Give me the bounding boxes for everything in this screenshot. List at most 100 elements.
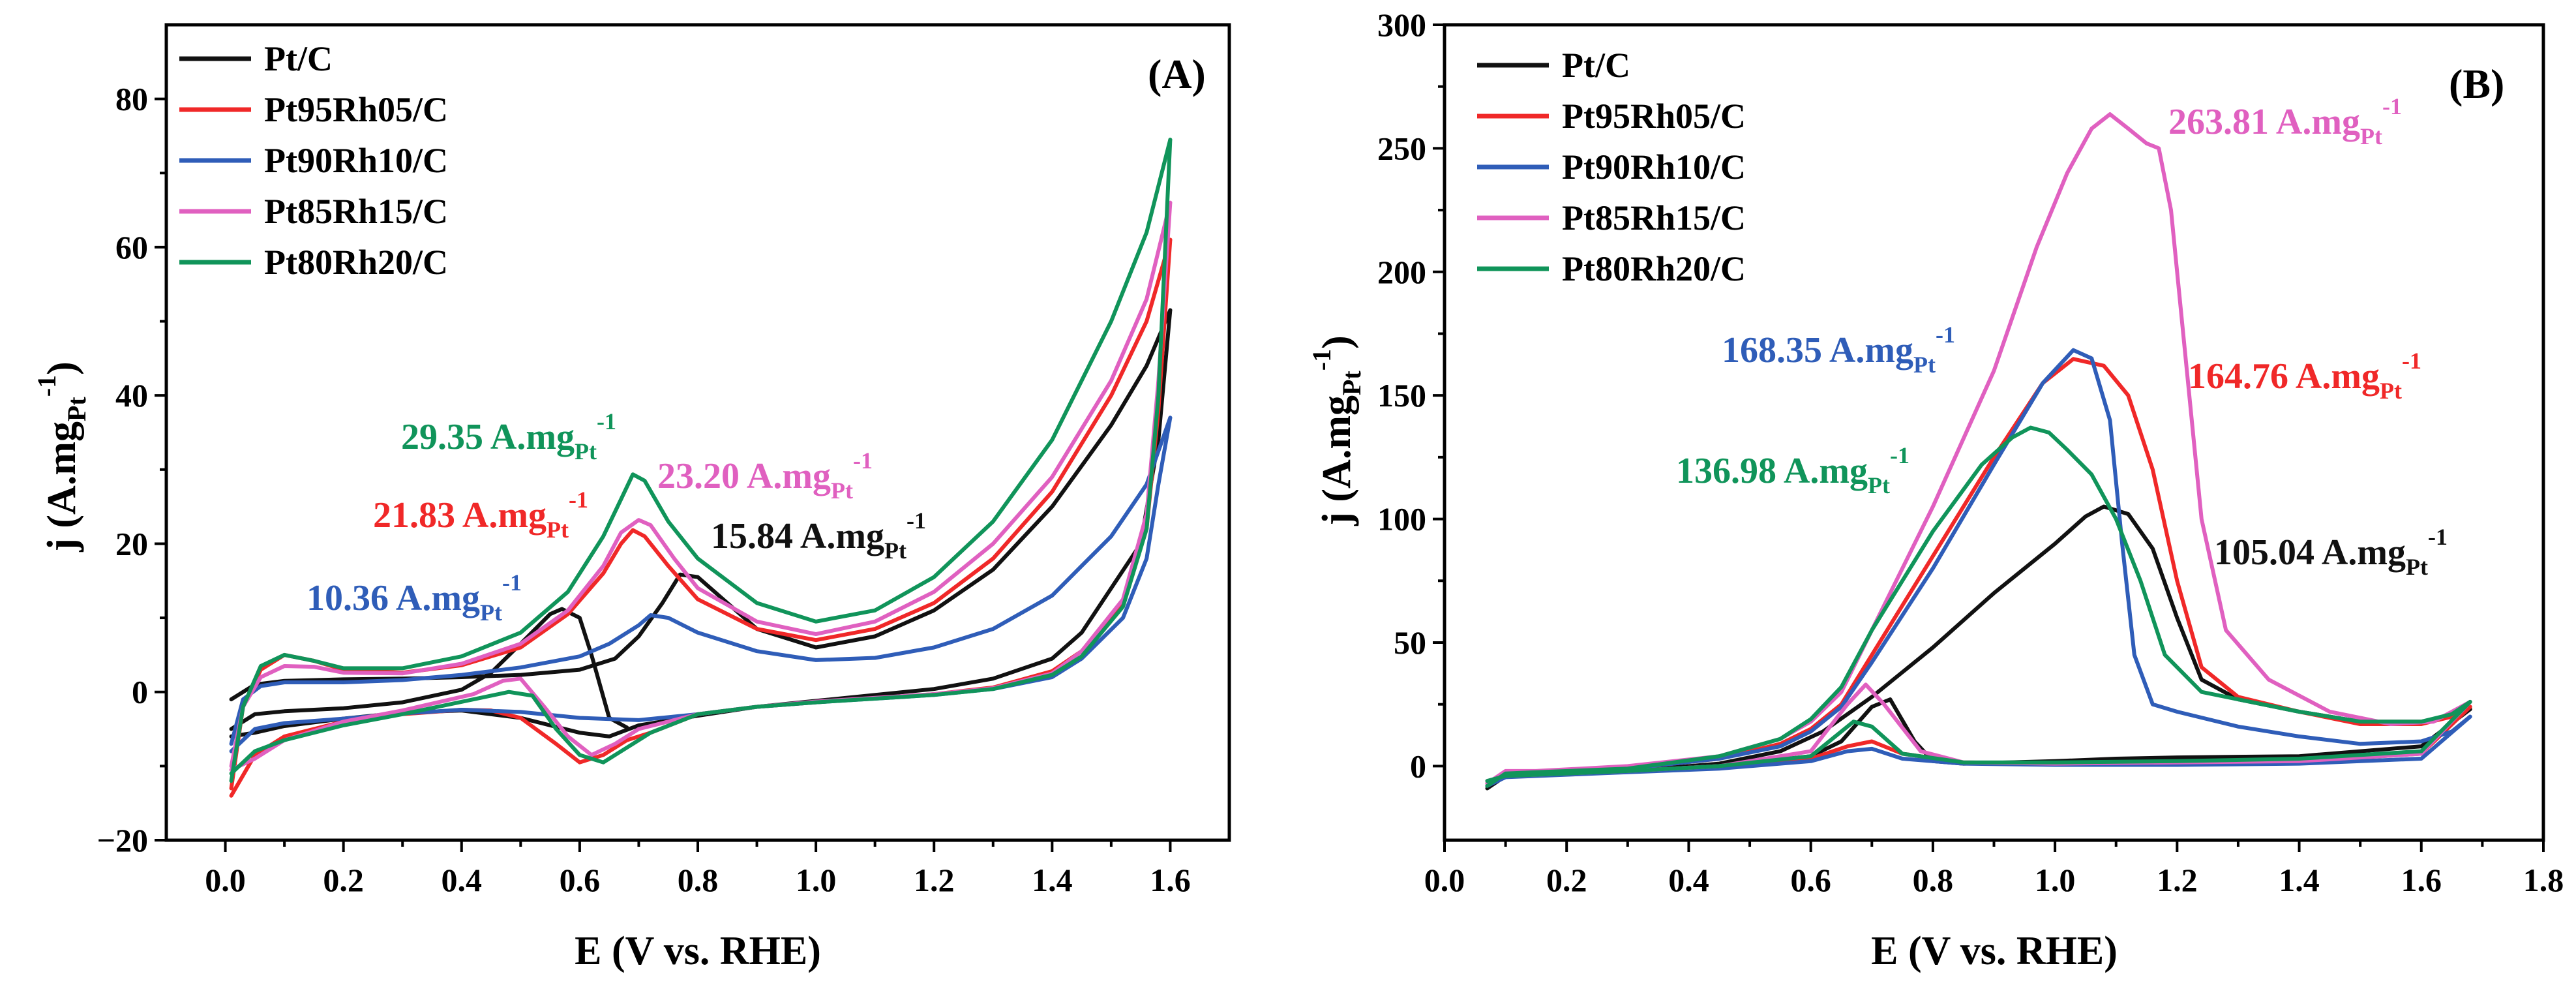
panel-b-y-ticks: 0 50 100 150 200 250 300	[1377, 7, 1445, 784]
panel-a-x-tick-label: 0.2	[323, 862, 364, 898]
panel-b-annotation-pt-c: 105.04 A.mgPt-1	[2214, 524, 2448, 580]
panel-b-legend-label-pt80rh20: Pt80Rh20/C	[1562, 249, 1746, 288]
panel-a-series-group	[229, 138, 1173, 798]
panel-a-annotation-pt95rh05-value: 21.83	[373, 495, 455, 536]
panel-a-x-ticks: 0.0 0.2 0.4 0.6 0.8 1.0 1.2 1.4 1.6	[205, 840, 1191, 898]
panel-b-annotation-pt90rh10-unit: A.mg	[1822, 330, 1913, 371]
panel-a-legend-label-pt-c: Pt/C	[264, 39, 333, 78]
panel-a-x-axis-title: E (V vs. RHE)	[575, 929, 821, 973]
panel-b-y-tick-label: 50	[1394, 624, 1426, 661]
panel-a-y-tick-label: 80	[115, 81, 148, 117]
panel-b-annotation-pt80rh20-unit: A.mg	[1776, 451, 1868, 491]
panel-b-annotation-pt-c-sup: -1	[2428, 524, 2448, 550]
panel-a-legend-label-pt90rh10: Pt90Rh10/C	[264, 141, 448, 180]
panel-a-x-tick-label: 0.4	[442, 862, 483, 898]
panel-b-y-tick-label: 250	[1377, 130, 1426, 166]
panel-a-series-pt85rh15-c-forward	[229, 200, 1173, 768]
panel-a-x-tick-label: 1.2	[914, 862, 955, 898]
panel-a-y-tick-label: 0	[132, 674, 148, 710]
panel-b-y-tick-label: 300	[1377, 7, 1426, 43]
panel-a-x-tick-label: 1.0	[796, 862, 837, 898]
panel-a-x-tick-label: 0.6	[560, 862, 601, 898]
panel-a-y-axis-title-sup: -1	[32, 375, 61, 397]
panel-a-series-pt80rh20-c-backward	[229, 138, 1173, 776]
panel-b-annotation-pt85rh15-value: 263.81	[2168, 102, 2269, 142]
panel-a-annotation-pt95rh05: 21.83 A.mgPt-1	[373, 487, 588, 543]
panel-b-legend: Pt/C Pt95Rh05/C Pt90Rh10/C Pt85Rh15/C Pt…	[1477, 46, 1746, 288]
panel-a-series-pt90rh10-c-forward	[229, 416, 1173, 746]
panel-b-x-tick-label: 1.2	[2157, 862, 2198, 898]
panel-b-y-tick-label: 150	[1377, 377, 1426, 414]
panel-b-legend-label-pt-c: Pt/C	[1562, 46, 1630, 85]
panel-b-chart: 0.0 0.2 0.4 0.6 0.8 1.0 1.2 1.4 1.6 1.8 0 50 100 150…	[1307, 7, 2564, 973]
panel-b-x-ticks: 0.0 0.2 0.4 0.6 0.8 1.0 1.2 1.4 1.6 1.8	[1424, 840, 2564, 898]
panel-b-series-pt80rh20-c-backward	[1485, 699, 2472, 783]
panel-a-x-tick-label: 0.8	[678, 862, 719, 898]
panel-a-annotation-pt-c-sup: -1	[906, 508, 926, 534]
panel-b-annotation-pt90rh10-sup: -1	[1936, 322, 1955, 348]
panel-b-series-pt90rh10-c-backward	[1485, 714, 2472, 788]
panel-b-y-axis-title-sup: -1	[1307, 349, 1336, 371]
panel-a-legend-label-pt80rh20: Pt80Rh20/C	[264, 243, 448, 282]
panel-b-annotation-pt95rh05-sup: -1	[2402, 348, 2421, 374]
panel-a-annotation-pt95rh05-sub: Pt	[547, 517, 569, 543]
panel-b-annotation-pt95rh05-sub: Pt	[2380, 378, 2402, 404]
panel-a-series-pt-c-forward	[229, 607, 629, 731]
panel-a-x-tick-label: 1.6	[1150, 862, 1191, 898]
panel-b-legend-label-pt90rh10: Pt90Rh10/C	[1562, 147, 1746, 187]
panel-b-y-axis-title-main: j (A.mg	[1315, 395, 1359, 526]
panel-b-series-group	[1485, 112, 2472, 791]
panel-a-annotation-pt85rh15: 23.20 A.mgPt-1	[657, 448, 873, 504]
panel-b-annotation-pt80rh20-sup: -1	[1890, 442, 1910, 468]
panel-b-annotation-pt85rh15-unit: A.mg	[2269, 102, 2360, 142]
panel-b-legend-label-pt95rh05: Pt95Rh05/C	[1562, 97, 1746, 136]
panel-a-x-tick-label: 1.4	[1032, 862, 1073, 898]
panel-b-annotation-pt80rh20-value: 136.98	[1676, 451, 1776, 491]
panel-a-annotation-pt85rh15-sub: Pt	[831, 478, 853, 504]
panel-b-annotation-pt90rh10-sub: Pt	[1913, 352, 1936, 378]
panel-b-x-tick-label: 1.4	[2279, 862, 2320, 898]
panel-a-y-tick-label: 40	[115, 377, 148, 414]
panel-a-annotation-pt85rh15-sup: -1	[853, 448, 873, 474]
panel-a-y-axis-title: j (A.mgPt-1)	[32, 361, 91, 552]
panel-a-annotation-pt-c-value: 15.84	[711, 516, 793, 556]
panel-a-annotation-pt90rh10-sub: Pt	[480, 600, 502, 626]
panel-a-y-axis-title-main: j (A.mg	[40, 421, 84, 553]
panel-b-annotation-pt95rh05-unit: A.mg	[2288, 356, 2380, 397]
panel-b-x-tick-label: 1.8	[2523, 862, 2564, 898]
panel-b-annotation-pt85rh15: 263.81 A.mgPt-1	[2168, 93, 2402, 149]
panel-a-annotation-pt-c: 15.84 A.mgPt-1	[711, 508, 926, 564]
panel-b-annotation-pt90rh10-value: 168.35	[1722, 330, 1822, 371]
panel-a-series-pt85rh15-c-backward	[229, 200, 1173, 772]
panel-b-annotation-pt-c-unit: A.mg	[2314, 532, 2406, 573]
panel-b-x-tick-label: 1.6	[2401, 862, 2442, 898]
panel-a-annotation-pt90rh10: 10.36 A.mgPt-1	[307, 569, 522, 626]
panel-b-y-axis-title-sub: Pt	[1337, 371, 1366, 395]
panel-b-annotation-pt85rh15-sup: -1	[2382, 93, 2402, 119]
panel-b-y-tick-label: 200	[1377, 254, 1426, 290]
panel-a-annotation-pt90rh10-sup: -1	[502, 569, 522, 596]
panel-a-annotation-pt90rh10-unit: A.mg	[389, 578, 480, 618]
panel-a-series-pt80rh20-c-forward	[229, 138, 1173, 783]
panel-a-y-tick-label: 20	[115, 525, 148, 562]
panel-b-x-tick-label: 0.8	[1913, 862, 1954, 898]
panel-a-annotation-pt95rh05-sup: -1	[569, 487, 588, 513]
panel-a-annotation-pt-c-unit: A.mg	[793, 516, 884, 556]
panel-b-y-axis-title-close: )	[1315, 335, 1359, 349]
panel-a-annotation-pt80rh20: 29.35 A.mgPt-1	[401, 408, 616, 464]
panel-b-x-tick-label: 0.2	[1546, 862, 1587, 898]
panel-a-legend-label-pt95rh05: Pt95Rh05/C	[264, 90, 448, 129]
panel-b-annotation-pt-c-sub: Pt	[2406, 554, 2428, 580]
panel-a-legend: Pt/C Pt95Rh05/C Pt90Rh10/C Pt85Rh15/C Pt…	[179, 39, 448, 282]
panel-a-x-tick-label: 0.0	[205, 862, 246, 898]
panel-a-annotation-pt90rh10-value: 10.36	[307, 578, 389, 618]
panel-b-annotation-pt80rh20: 136.98 A.mgPt-1	[1676, 442, 1910, 498]
panel-b-annotation-pt95rh05: 164.76 A.mgPt-1	[2188, 348, 2421, 404]
panel-a-y-tick-label: −20	[97, 822, 149, 858]
panel-b-x-tick-label: 0.4	[1668, 862, 1709, 898]
panel-b-annotation-pt85rh15-sub: Pt	[2360, 123, 2382, 149]
panel-a-label: (A)	[1148, 51, 1206, 97]
panel-a-annotation-pt-c-sub: Pt	[884, 538, 906, 564]
panel-b-annotation-pt80rh20-sub: Pt	[1868, 472, 1890, 498]
panel-a-annotation-pt80rh20-sup: -1	[597, 408, 616, 434]
